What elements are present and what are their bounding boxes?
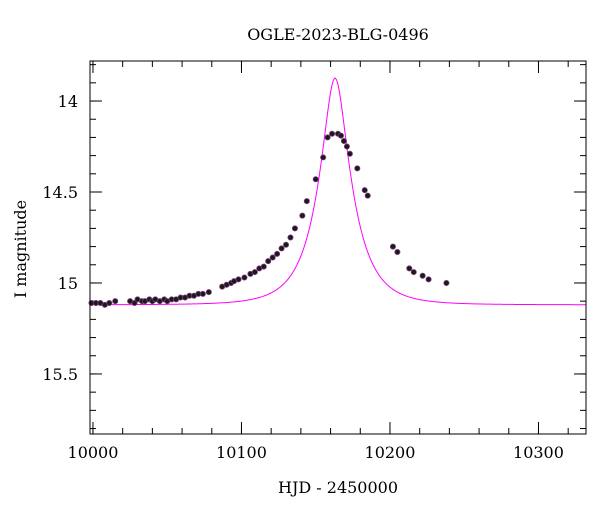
data-point xyxy=(324,134,331,141)
y-axis-title: I magnitude xyxy=(11,200,30,298)
data-point xyxy=(354,165,361,172)
minor-ticks xyxy=(90,61,586,434)
y-tick-label: 15.5 xyxy=(42,365,78,384)
tick-labels: 10000 10100 10200 10300 14 14.5 15 15.5 xyxy=(42,92,564,462)
data-point xyxy=(329,130,336,137)
x-axis-title: HJD - 2450000 xyxy=(278,478,398,497)
data-point xyxy=(406,265,413,272)
data-points xyxy=(88,130,450,308)
data-point xyxy=(274,250,281,257)
data-point xyxy=(260,263,267,270)
data-point xyxy=(199,290,206,297)
data-point xyxy=(265,258,272,265)
data-point xyxy=(287,234,294,241)
data-point xyxy=(241,274,248,281)
data-point xyxy=(364,192,371,199)
data-point xyxy=(312,176,319,183)
data-point xyxy=(443,279,450,286)
major-ticks xyxy=(90,61,586,434)
data-point xyxy=(283,241,290,248)
data-point xyxy=(343,143,350,150)
y-tick-label: 14.5 xyxy=(42,183,78,202)
data-point xyxy=(303,198,310,205)
data-point xyxy=(299,212,306,219)
plot-frame xyxy=(89,60,587,435)
data-point xyxy=(205,289,212,296)
data-point xyxy=(251,269,258,276)
data-point xyxy=(419,272,426,279)
data-point xyxy=(291,225,298,232)
y-tick-label: 15 xyxy=(58,274,78,293)
data-point xyxy=(235,276,242,283)
x-tick-label: 10300 xyxy=(513,443,564,462)
data-point xyxy=(361,187,368,194)
data-point xyxy=(112,298,119,305)
chart-title: OGLE-2023-BLG-0496 xyxy=(247,25,429,44)
data-point xyxy=(346,150,353,157)
data-point xyxy=(337,132,344,139)
data-point xyxy=(389,243,396,250)
x-tick-label: 10000 xyxy=(68,443,119,462)
data-point xyxy=(425,276,432,283)
data-point xyxy=(394,249,401,256)
data-point xyxy=(278,245,285,252)
data-point xyxy=(106,299,113,306)
x-tick-label: 10200 xyxy=(365,443,416,462)
x-tick-label: 10100 xyxy=(216,443,267,462)
data-point xyxy=(410,269,417,276)
data-point xyxy=(340,138,347,145)
data-point xyxy=(320,154,327,161)
model-curve xyxy=(90,77,586,306)
data-point xyxy=(269,254,276,261)
y-tick-label: 14 xyxy=(58,92,78,111)
